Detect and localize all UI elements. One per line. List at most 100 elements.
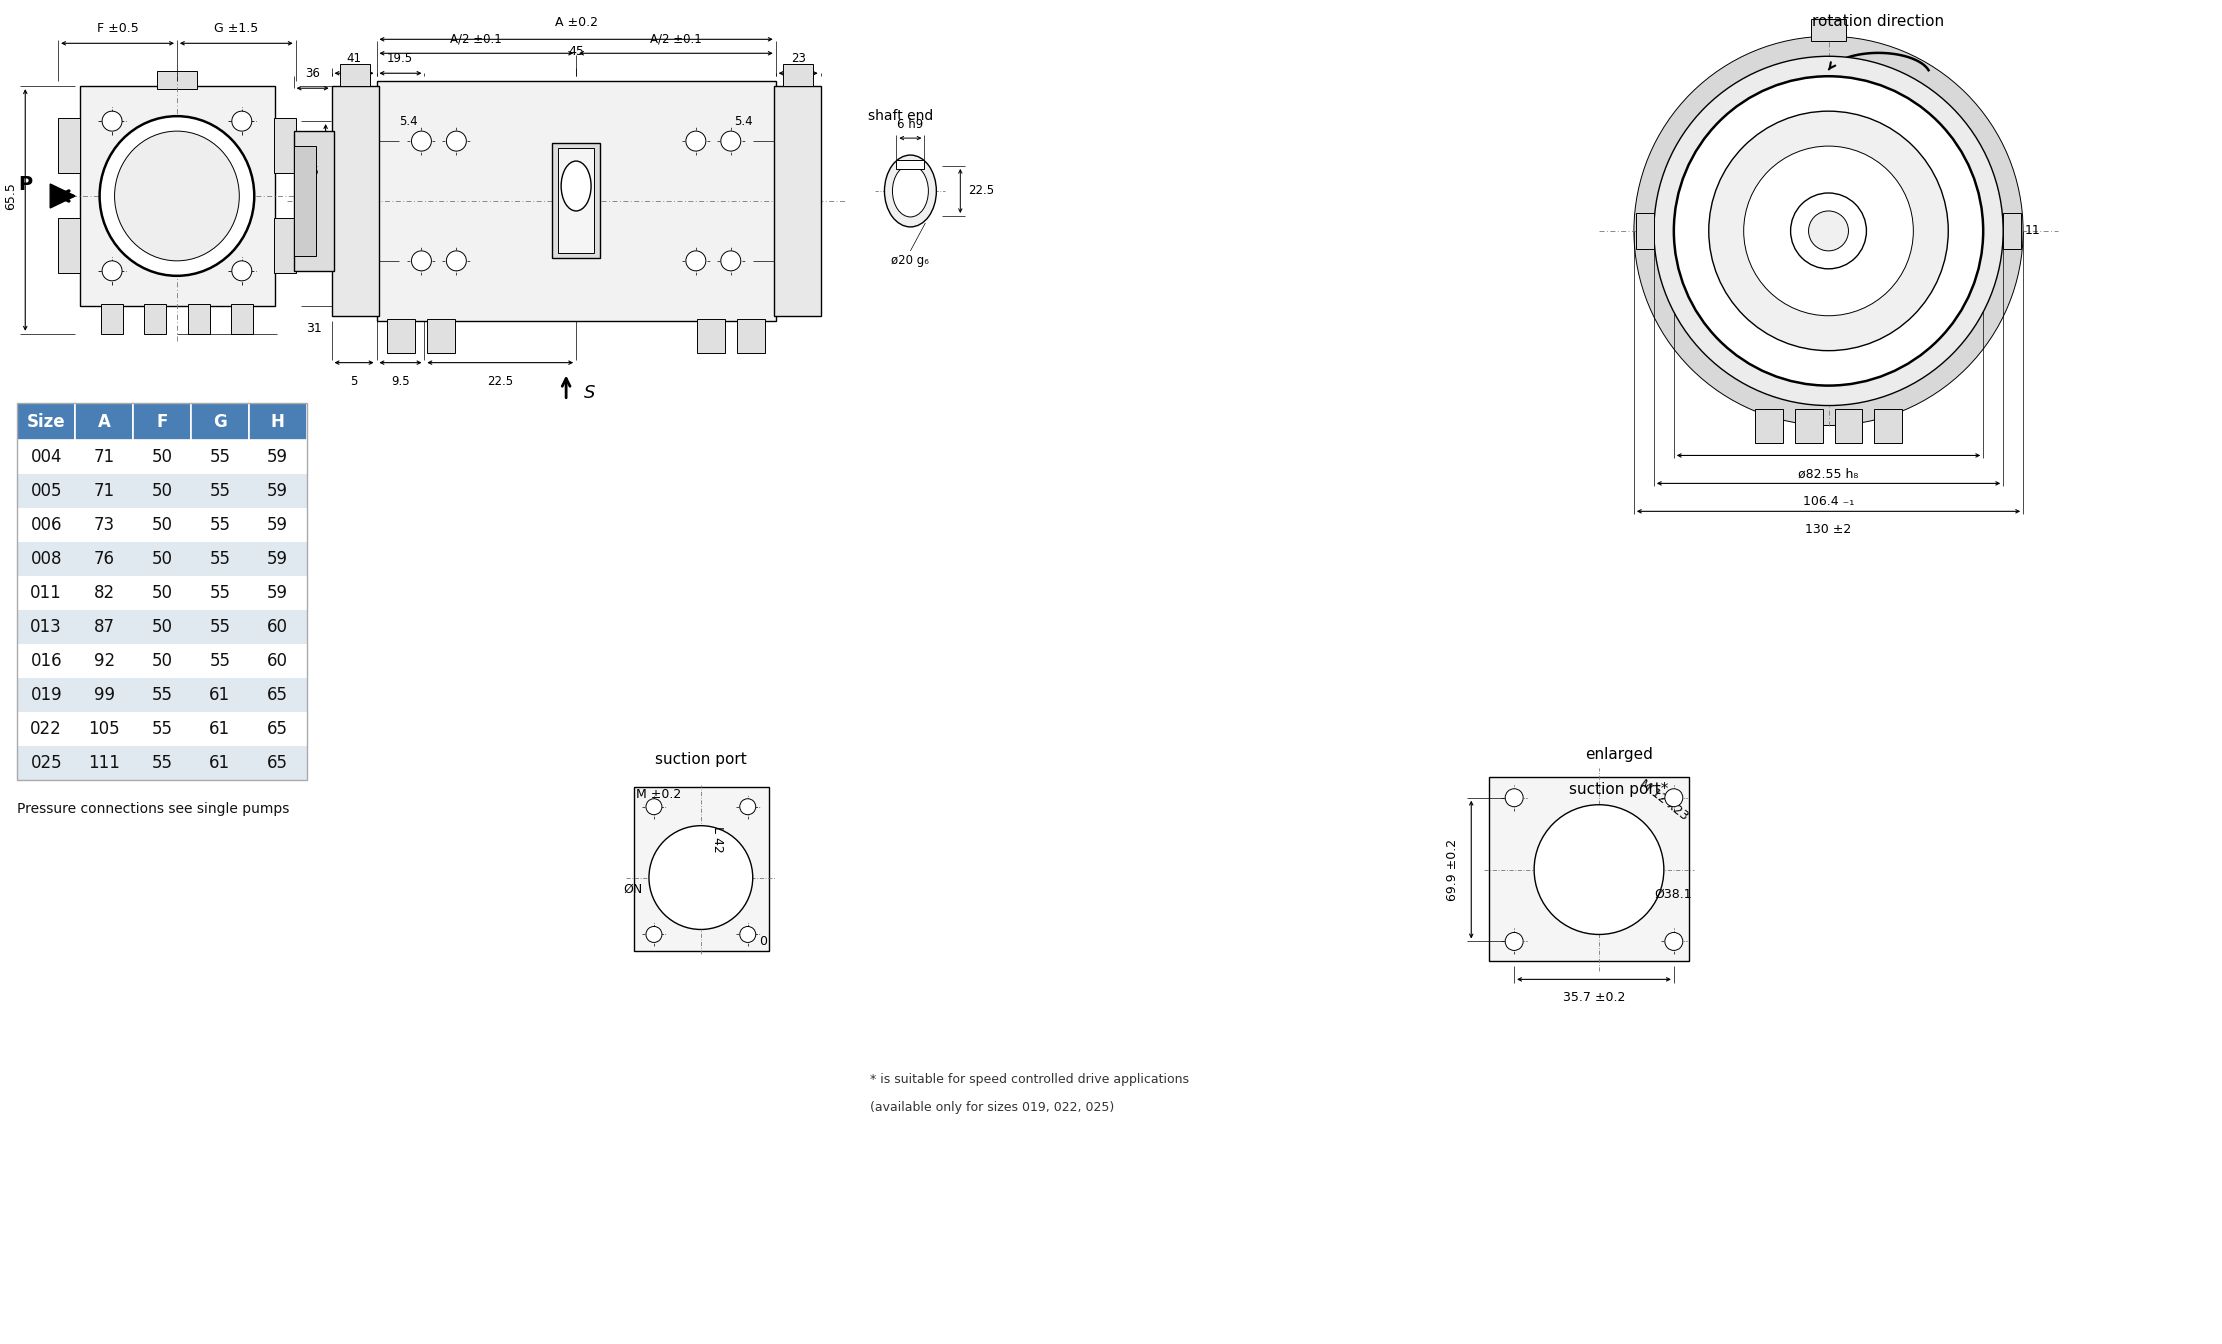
Text: L 42: L 42: [711, 827, 724, 853]
Text: 59: 59: [267, 550, 289, 569]
Bar: [191, 542, 249, 577]
Text: 106.4 ₋₁: 106.4 ₋₁: [1802, 496, 1853, 508]
Text: H ±1.5: H ±1.5: [333, 167, 347, 210]
Bar: [133, 577, 191, 610]
Text: shaft end: shaft end: [869, 109, 933, 124]
Ellipse shape: [562, 161, 591, 211]
Text: 55: 55: [209, 585, 231, 602]
Bar: [18, 403, 76, 441]
Text: 006: 006: [31, 516, 62, 535]
Text: 019: 019: [31, 685, 62, 704]
Text: 005: 005: [31, 482, 62, 500]
Text: 55: 55: [151, 754, 173, 771]
Text: 82: 82: [93, 585, 116, 602]
Text: 25: 25: [304, 164, 320, 177]
Text: * is suitable for speed controlled drive applications: * is suitable for speed controlled drive…: [871, 1073, 1189, 1086]
Circle shape: [447, 251, 467, 271]
Text: H: H: [271, 413, 284, 430]
Bar: [191, 508, 249, 542]
Text: ØN: ØN: [624, 883, 642, 896]
Text: F ±0.5: F ±0.5: [362, 175, 376, 216]
Text: 59: 59: [267, 449, 289, 466]
Bar: [191, 610, 249, 644]
Text: 5: 5: [349, 375, 358, 387]
Bar: [76, 474, 133, 508]
Bar: [76, 746, 133, 780]
Bar: [18, 712, 76, 746]
Bar: [249, 644, 307, 677]
Text: 004: 004: [31, 449, 62, 466]
Bar: [133, 474, 191, 508]
Text: (available only for sizes 019, 022, 025): (available only for sizes 019, 022, 025): [871, 1101, 1115, 1114]
Bar: [249, 441, 307, 474]
Text: G ±1.5: G ±1.5: [213, 23, 258, 35]
Bar: [133, 441, 191, 474]
Bar: [376, 81, 775, 321]
Text: 9.5: 9.5: [391, 375, 409, 387]
Text: suction port: suction port: [655, 753, 747, 767]
Text: A: A: [98, 413, 111, 430]
Circle shape: [740, 926, 755, 942]
Bar: [133, 746, 191, 780]
Polygon shape: [51, 184, 76, 208]
Circle shape: [1533, 805, 1664, 934]
Text: 6 h9: 6 h9: [898, 118, 924, 132]
Bar: [1835, 409, 1862, 444]
Text: 55: 55: [151, 720, 173, 738]
Text: 022: 022: [31, 720, 62, 738]
Circle shape: [1791, 194, 1866, 269]
Text: 69.9 ±0.2: 69.9 ±0.2: [1447, 839, 1460, 900]
Text: A/2 ±0.1: A/2 ±0.1: [651, 32, 702, 46]
Text: 55: 55: [151, 685, 173, 704]
Bar: [782, 65, 813, 86]
Circle shape: [1664, 789, 1682, 806]
Bar: [231, 304, 253, 333]
Bar: [1875, 409, 1902, 444]
Text: A ±0.2: A ±0.2: [556, 16, 598, 30]
Circle shape: [649, 825, 753, 930]
Ellipse shape: [893, 165, 929, 216]
Bar: [133, 712, 191, 746]
Bar: [340, 65, 369, 86]
Circle shape: [1653, 56, 2004, 406]
Bar: [18, 542, 76, 577]
Text: 60: 60: [267, 652, 289, 671]
Bar: [698, 319, 724, 352]
Text: 60: 60: [267, 618, 289, 636]
Text: 65: 65: [267, 720, 289, 738]
Ellipse shape: [116, 132, 240, 261]
Bar: [144, 304, 167, 333]
Text: 0: 0: [758, 935, 767, 948]
Text: 55: 55: [209, 550, 231, 569]
Circle shape: [687, 251, 707, 271]
Circle shape: [102, 112, 122, 132]
Bar: [76, 610, 133, 644]
Bar: [76, 441, 133, 474]
Text: 92: 92: [93, 652, 116, 671]
Bar: [80, 86, 276, 305]
Text: 50: 50: [151, 652, 173, 671]
Bar: [249, 677, 307, 712]
Text: 105: 105: [89, 720, 120, 738]
Text: enlarged: enlarged: [1584, 747, 1653, 762]
Text: 22.5: 22.5: [969, 184, 995, 198]
Bar: [249, 508, 307, 542]
Text: 65.5: 65.5: [4, 181, 18, 210]
Circle shape: [1673, 77, 1984, 386]
Bar: [18, 746, 76, 780]
Text: 65: 65: [267, 754, 289, 771]
Ellipse shape: [884, 155, 935, 227]
Text: 013: 013: [31, 618, 62, 636]
Text: 011: 011: [31, 585, 62, 602]
Circle shape: [411, 132, 431, 151]
Text: ø20 g₆: ø20 g₆: [891, 254, 929, 267]
Text: 99: 99: [93, 685, 116, 704]
Text: 55: 55: [209, 652, 231, 671]
Bar: [1795, 409, 1822, 444]
Text: 50: 50: [151, 449, 173, 466]
Text: 65: 65: [267, 685, 289, 704]
Bar: [249, 542, 307, 577]
Text: 11: 11: [2024, 224, 2040, 238]
Text: 008: 008: [31, 550, 62, 569]
Bar: [76, 677, 133, 712]
